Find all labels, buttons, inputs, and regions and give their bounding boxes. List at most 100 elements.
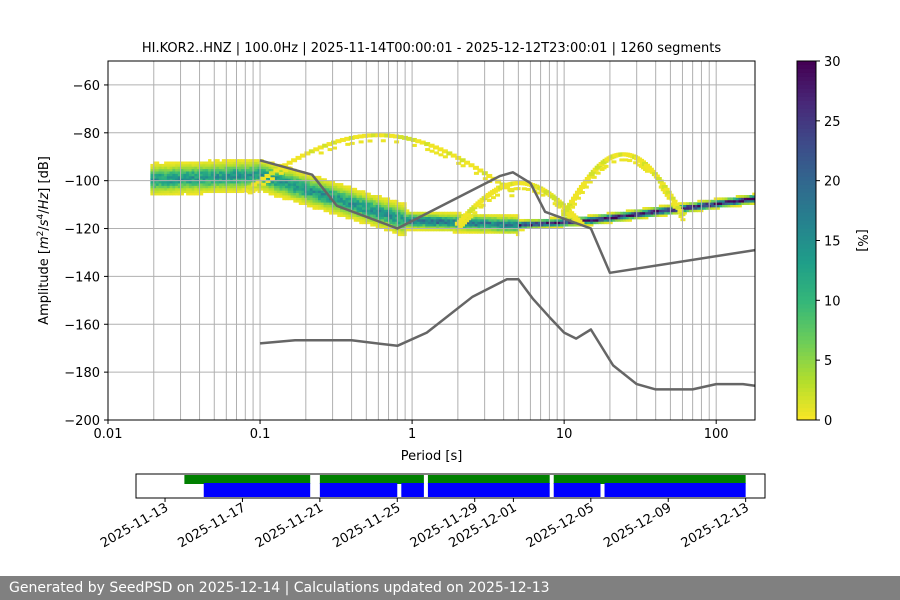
heatmap-cell xyxy=(150,168,154,172)
heatmap-cell xyxy=(331,206,336,210)
heatmap-cell xyxy=(601,214,605,217)
heatmap-cell xyxy=(180,166,184,170)
heatmap-cell xyxy=(449,223,454,227)
heatmap-cell xyxy=(617,211,621,215)
heatmap-cell xyxy=(213,159,217,162)
coverage-bar-segment xyxy=(427,475,550,484)
heatmap-cell xyxy=(345,214,349,217)
heatmap-cell xyxy=(257,173,261,177)
colorbar-step xyxy=(797,128,816,134)
colorbar-step xyxy=(797,248,816,253)
heatmap-cell xyxy=(191,178,195,182)
heatmap-cell xyxy=(711,202,715,205)
heatmap-cell xyxy=(447,214,451,217)
heatmap-cell xyxy=(702,204,707,208)
heatmap-cell xyxy=(375,216,380,220)
heatmap-cell xyxy=(331,192,336,196)
colorbar-step xyxy=(797,172,816,178)
heatmap-cell xyxy=(254,166,259,170)
heatmap-cell xyxy=(202,185,206,189)
heatmap-cell xyxy=(216,187,220,191)
heatmap-cell xyxy=(419,226,424,229)
heatmap-cell xyxy=(749,197,753,201)
heatmap-cell xyxy=(186,180,190,184)
heatmap-cell xyxy=(513,216,517,220)
heatmap-cell xyxy=(161,171,165,174)
heatmap-cell xyxy=(657,179,664,184)
heatmap-cell xyxy=(563,209,570,214)
heatmap-cell xyxy=(254,175,259,179)
heatmap-cell xyxy=(491,230,495,234)
heatmap-cell xyxy=(433,228,437,232)
heatmap-cell xyxy=(153,183,157,186)
heatmap-cell xyxy=(191,180,195,184)
heatmap-cell xyxy=(592,218,597,222)
heatmap-cell xyxy=(425,148,431,152)
heatmap-cell xyxy=(353,214,358,217)
heatmap-cell xyxy=(383,202,388,205)
heatmap-cell xyxy=(433,211,437,215)
heatmap-cell xyxy=(219,187,223,191)
heatmap-cell xyxy=(639,214,643,217)
heatmap-cell xyxy=(441,223,446,227)
heatmap-cell xyxy=(394,211,399,215)
heatmap-cell xyxy=(202,173,206,177)
heatmap-cell xyxy=(441,221,446,225)
heatmap-cell xyxy=(340,195,344,198)
heatmap-cell xyxy=(276,175,281,179)
heatmap-cell xyxy=(158,183,162,186)
heatmap-cell xyxy=(329,180,333,184)
heatmap-cell xyxy=(367,202,371,205)
colorbar-step xyxy=(797,196,816,202)
heatmap-cell xyxy=(513,226,517,229)
heatmap-cell xyxy=(477,218,481,222)
heatmap-cell xyxy=(515,233,520,237)
heatmap-cell xyxy=(634,216,638,220)
heatmap-cell xyxy=(257,175,261,179)
heatmap-cell xyxy=(669,209,674,213)
heatmap-cell xyxy=(691,202,696,205)
heatmap-cell xyxy=(581,216,586,220)
heatmap-cell xyxy=(469,223,473,227)
heatmap-cell xyxy=(507,216,512,220)
heatmap-cell xyxy=(601,216,605,220)
heatmap-cell xyxy=(172,161,176,165)
heatmap-cell xyxy=(277,165,284,170)
heatmap-cell xyxy=(183,166,187,170)
heatmap-cell xyxy=(591,175,597,179)
heatmap-cell xyxy=(741,202,745,205)
heatmap-cell xyxy=(658,204,663,208)
heatmap-cell xyxy=(730,199,734,203)
heatmap-cell xyxy=(375,199,380,203)
heatmap-cell xyxy=(309,180,314,184)
heatmap-cell xyxy=(199,166,204,170)
heatmap-cell xyxy=(551,218,555,222)
heatmap-cell xyxy=(383,197,388,201)
heatmap-cell xyxy=(529,226,533,229)
heatmap-cell xyxy=(318,151,324,155)
heatmap-cell xyxy=(411,214,415,217)
heatmap-cell xyxy=(246,178,250,182)
heatmap-cell xyxy=(381,209,385,213)
heatmap-cell xyxy=(518,226,522,229)
heatmap-cell xyxy=(340,202,344,205)
heatmap-cell xyxy=(557,226,561,229)
heatmap-cell xyxy=(153,175,157,179)
heatmap-cell xyxy=(595,214,599,217)
coverage-bar-segment xyxy=(401,483,424,497)
heatmap-cell xyxy=(480,230,484,234)
heatmap-cell xyxy=(351,195,355,198)
x-tick-label: 100 xyxy=(704,427,729,442)
heatmap-cell xyxy=(202,163,206,167)
heatmap-cell xyxy=(235,175,239,179)
heatmap-cell xyxy=(208,159,212,162)
heatmap-cell xyxy=(370,202,374,205)
heatmap-cell xyxy=(166,173,171,177)
heatmap-cell xyxy=(419,228,424,232)
heatmap-cell xyxy=(603,164,609,168)
heatmap-cell xyxy=(249,161,253,165)
heatmap-cell xyxy=(480,228,484,232)
heatmap-cell xyxy=(449,221,454,225)
heatmap-cell xyxy=(656,209,660,213)
x-tick-label: 0.01 xyxy=(94,427,123,442)
